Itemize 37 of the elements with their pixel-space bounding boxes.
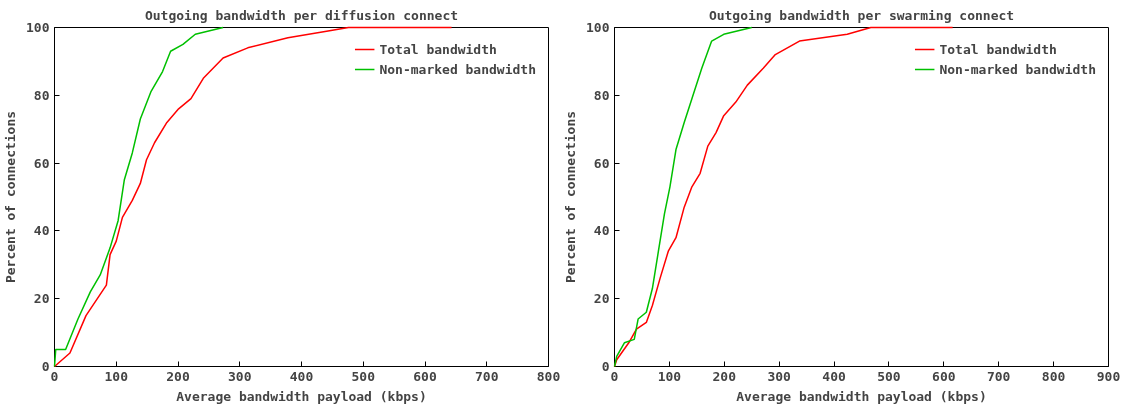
x-tick-label: 300 [228,368,252,384]
x-tick-label: 300 [767,368,792,384]
x-tick-label: 800 [536,368,561,384]
legend-label: Total bandwidth [379,41,497,57]
x-tick-label: 700 [986,368,1011,384]
chart-title: Outgoing bandwidth per diffusion connect [144,7,459,23]
x-tick-label: 700 [475,368,499,384]
y-tick-label: 60 [33,155,50,171]
y-tick-label: 20 [33,291,50,307]
y-axis-title: Percent of connections [563,110,579,284]
y-tick-label: 80 [33,87,50,103]
x-tick-label: 500 [351,368,376,384]
x-tick-label: 400 [822,368,846,384]
legend-label: Non-marked bandwidth [379,61,536,77]
x-tick-label: 100 [657,368,682,384]
y-tick-label: 20 [593,291,610,307]
x-tick-label: 200 [166,368,190,384]
y-tick-label: 100 [586,20,610,35]
x-tick-label: 200 [712,368,737,384]
legend-label: Non-marked bandwidth [939,61,1096,77]
x-tick-label: 500 [877,368,901,384]
legend-label: Total bandwidth [939,41,1057,57]
x-tick-label: 400 [289,368,314,384]
x-axis-title: Average bandwidth payload (kbps) [176,388,427,404]
chart-title: Outgoing bandwidth per swarming connect [708,7,1015,23]
y-tick-label: 40 [593,223,610,239]
x-tick-label: 100 [104,368,129,384]
y-tick-label: 80 [593,87,610,103]
y-tick-label: 40 [33,223,50,239]
x-tick-label: 900 [1096,368,1121,384]
x-tick-label: 600 [932,368,956,384]
x-tick-label: 600 [413,368,437,384]
x-axis-title: Average bandwidth payload (kbps) [736,388,987,404]
x-tick-label: 800 [1041,368,1066,384]
y-axis-title: Percent of connections [3,110,19,284]
y-tick-label: 60 [593,155,610,171]
y-tick-label: 100 [26,20,50,35]
